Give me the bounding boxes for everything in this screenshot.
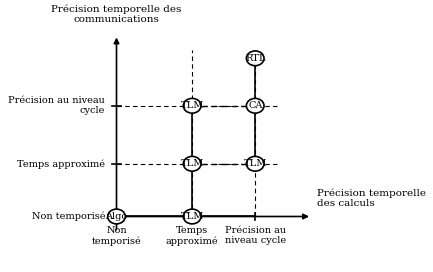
Text: Précision temporelle des
communications: Précision temporelle des communications: [52, 4, 182, 24]
Text: Temps approximé: Temps approximé: [17, 159, 105, 169]
Text: TLM: TLM: [181, 212, 204, 221]
Text: Algo: Algo: [105, 212, 128, 221]
Text: RTL: RTL: [245, 54, 265, 63]
Circle shape: [246, 156, 264, 171]
Circle shape: [183, 156, 201, 171]
Text: CA: CA: [248, 101, 262, 110]
Text: Précision au niveau
cycle: Précision au niveau cycle: [8, 96, 105, 116]
Text: TLM: TLM: [243, 159, 267, 168]
Circle shape: [108, 209, 125, 224]
Circle shape: [183, 209, 201, 224]
Text: Précision temporelle
des calculs: Précision temporelle des calculs: [317, 188, 426, 208]
Text: Temps
approximé: Temps approximé: [166, 226, 219, 246]
Circle shape: [183, 98, 201, 113]
Text: Précision au
niveau cycle: Précision au niveau cycle: [225, 226, 286, 245]
Text: Non temporisé: Non temporisé: [32, 212, 105, 221]
Circle shape: [246, 51, 264, 66]
Text: TLM: TLM: [181, 159, 204, 168]
Text: TLM: TLM: [181, 101, 204, 110]
Circle shape: [246, 98, 264, 113]
Text: Non
temporisé: Non temporisé: [92, 226, 142, 246]
